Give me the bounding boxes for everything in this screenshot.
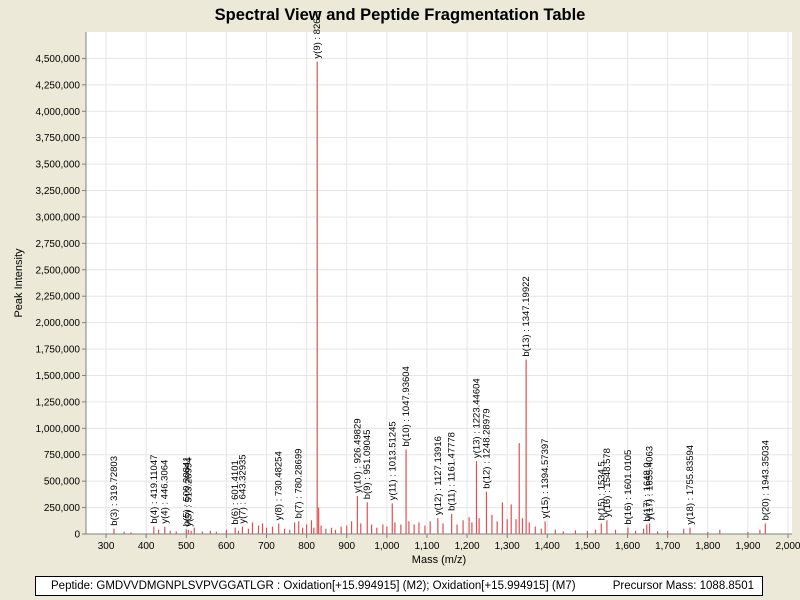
y-tick-label: 2,750,000 bbox=[36, 239, 81, 250]
peak-annotation: y(9) : 826.3 bbox=[312, 11, 323, 59]
y-tick-label: 500,000 bbox=[44, 477, 81, 488]
peak-annotation: b(11) : 1161.47778 bbox=[447, 432, 458, 511]
chart-title: Spectral View and Peptide Fragmentation … bbox=[215, 6, 586, 24]
x-tick-label: 1,800 bbox=[695, 541, 720, 552]
x-tick-label: 1,000 bbox=[374, 541, 399, 552]
peak-annotation: b(4) : 419.11047 bbox=[149, 455, 160, 524]
x-tick-label: 900 bbox=[338, 541, 355, 552]
peak-annotation: b(3) : 319.72803 bbox=[109, 456, 120, 526]
x-tick-label: 1,900 bbox=[735, 541, 760, 552]
peak-annotation: b(16) : 1601.0105 bbox=[623, 450, 634, 525]
x-tick-label: 500 bbox=[178, 541, 195, 552]
peptide-info-box: Peptide: GMDVVDMGNPLSVPVGGATLGR : Oxidat… bbox=[35, 576, 763, 596]
peak-annotation: b(13) : 1347.19922 bbox=[521, 276, 532, 356]
peak-annotation: y(11) : 1013.51245 bbox=[387, 421, 398, 500]
peak-annotation: y(16) : 1548.578 bbox=[602, 448, 613, 517]
x-tick-label: 1,600 bbox=[615, 541, 640, 552]
y-tick-label: 0 bbox=[74, 530, 80, 541]
y-tick-label: 3,750,000 bbox=[36, 133, 81, 144]
peak-annotation: b(7) : 780.28699 bbox=[294, 449, 305, 519]
y-tick-label: 4,250,000 bbox=[36, 80, 81, 91]
y-tick-label: 2,000,000 bbox=[36, 318, 81, 329]
peak-annotation: y(7) : 643.32935 bbox=[237, 454, 248, 523]
y-tick-label: 4,500,000 bbox=[36, 54, 81, 65]
peak-annotation: b(12) : 1248.28979 bbox=[481, 408, 492, 488]
peak-annotation: y(13) : 1223.44604 bbox=[471, 378, 482, 458]
precursor-mass: Precursor Mass: 1088.8501 bbox=[612, 580, 754, 592]
peak-annotation: b(15) : 1534.5 bbox=[596, 461, 607, 520]
x-tick-label: 300 bbox=[98, 541, 115, 552]
y-tick-label: 1,250,000 bbox=[36, 397, 81, 408]
peak-annotation: b(5) : 500.30841 bbox=[181, 457, 192, 527]
peak-annotation: b(6) : 601.4101 bbox=[230, 460, 241, 524]
y-tick-label: 750,000 bbox=[44, 450, 81, 461]
x-tick-label: 700 bbox=[258, 541, 275, 552]
y-axis-label: Peak Intensity bbox=[13, 248, 25, 318]
x-tick-label: 1,400 bbox=[535, 541, 560, 552]
peak-annotation: y(12) : 1127.13916 bbox=[433, 436, 444, 515]
x-tick-label: 400 bbox=[138, 541, 155, 552]
x-tick-label: 1,700 bbox=[655, 541, 680, 552]
y-tick-label: 2,500,000 bbox=[36, 265, 81, 276]
x-axis-ticks: 300 400 500 600 700 800 900 1,000 1,100 1,200 1,30… bbox=[98, 534, 800, 552]
peak-annotation: b(20) : 1943.35034 bbox=[760, 440, 771, 520]
y-axis-ticks: 0 250,000 500,000 750,000 1,000,000 1,250,000… bbox=[36, 54, 86, 541]
peak-annotation: y(17) : 1655.4063 bbox=[645, 446, 656, 520]
y-tick-label: 1,000,000 bbox=[36, 424, 81, 435]
x-tick-label: 1,500 bbox=[575, 541, 600, 552]
peptide-sequence: Peptide: GMDVVDMGNPLSVPVGGATLGR : Oxidat… bbox=[51, 580, 576, 592]
x-axis-label: Mass (m/z) bbox=[412, 554, 466, 566]
x-tick-label: 1,200 bbox=[455, 541, 480, 552]
peak-annotation: y(5) : 513.28994 bbox=[183, 458, 194, 527]
peak-annotation: y(8) : 730.48254 bbox=[274, 451, 285, 520]
x-tick-label: 600 bbox=[218, 541, 235, 552]
peak-annotation: y(18) : 1755.83594 bbox=[685, 445, 696, 525]
plot-area bbox=[86, 32, 792, 534]
peak-annotations: b(3) : 319.72803 b(4) : 419.11047 y(4) : 4… bbox=[109, 11, 771, 527]
y-tick-label: 1,750,000 bbox=[36, 345, 81, 356]
x-tick-label: 800 bbox=[298, 541, 315, 552]
peak-annotation: b(10) : 1047.93604 bbox=[401, 366, 412, 446]
y-tick-label: 4,000,000 bbox=[36, 107, 81, 118]
y-tick-label: 3,500,000 bbox=[36, 160, 81, 171]
y-tick-label: 3,000,000 bbox=[36, 212, 81, 223]
peak-annotation: b(9) : 951.09045 bbox=[362, 430, 373, 500]
grid bbox=[86, 32, 792, 535]
peak-annotation: y(4) : 446.3064 bbox=[160, 460, 171, 524]
y-tick-label: 2,250,000 bbox=[36, 292, 81, 303]
y-tick-label: 1,500,000 bbox=[36, 371, 81, 382]
y-tick-label: 3,250,000 bbox=[36, 186, 81, 197]
peak-annotation: y(10) : 926.49829 bbox=[352, 418, 363, 492]
x-tick-label: 1,300 bbox=[495, 541, 520, 552]
x-tick-label: 1,100 bbox=[414, 541, 439, 552]
y-tick-label: 250,000 bbox=[44, 503, 81, 514]
x-tick-label: 2,000 bbox=[775, 541, 800, 552]
peak-annotation: y(15) : 1394.57397 bbox=[540, 439, 551, 519]
peak-annotation: b(17) : 1648.0 bbox=[642, 462, 653, 521]
